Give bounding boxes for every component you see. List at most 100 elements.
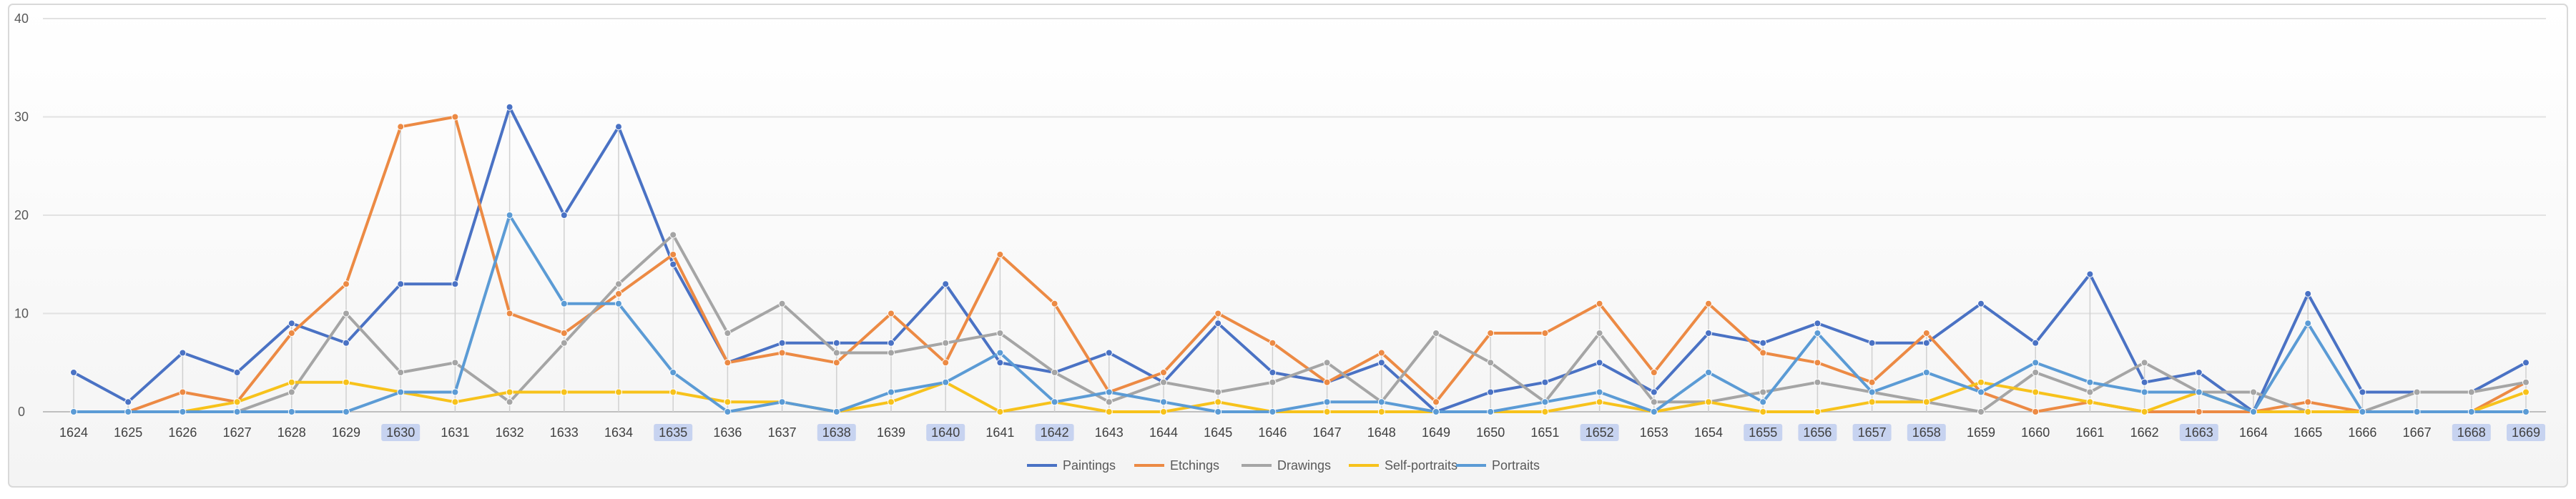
data-point [1814, 408, 1822, 415]
series-lines [70, 103, 2530, 415]
data-point [1487, 388, 1495, 396]
data-point [1705, 398, 1712, 406]
data-point [1377, 408, 1385, 415]
data-point [1650, 388, 1658, 396]
data-point [506, 388, 513, 396]
data-point [451, 388, 459, 396]
data-point [1596, 300, 1603, 307]
data-point [397, 369, 405, 376]
legend: Paintings Etchings Drawings Self-portraits P… [1027, 458, 1540, 473]
data-point [888, 349, 895, 357]
x-tick-label: 1637 [768, 425, 797, 440]
data-point [1922, 339, 1930, 347]
data-point [1759, 388, 1767, 396]
data-point [2304, 408, 2312, 415]
data-point [1160, 408, 1167, 415]
x-tick-label: 1642 [1041, 425, 1069, 440]
data-point [669, 388, 677, 396]
data-point [942, 359, 950, 367]
legend-label: Paintings [1063, 458, 1116, 473]
data-point [1432, 408, 1440, 415]
data-point [2140, 408, 2148, 415]
x-tick-label: 1641 [985, 425, 1014, 440]
y-axis-ticks: 0 10 20 30 40 [14, 11, 29, 419]
data-point [1269, 378, 1277, 386]
data-point [233, 398, 241, 406]
data-point [343, 339, 350, 347]
data-point [669, 231, 677, 239]
data-point [179, 408, 187, 415]
x-tick-label: 1656 [1803, 425, 1832, 440]
data-point [669, 251, 677, 258]
x-tick-label: 1651 [1530, 425, 1559, 440]
data-point [451, 359, 459, 367]
data-point [2467, 408, 2475, 415]
data-point [560, 212, 568, 219]
data-point [832, 408, 840, 415]
legend-item: Self-portraits [1349, 458, 1457, 473]
data-point [343, 408, 350, 415]
data-point [1323, 408, 1331, 415]
data-point [2195, 388, 2203, 396]
x-tick-label: 1667 [2403, 425, 2432, 440]
data-point [1214, 310, 1222, 317]
plot-background [8, 4, 2568, 488]
data-point [1814, 359, 1822, 367]
data-point [506, 398, 513, 406]
data-point [888, 388, 895, 396]
x-tick-label: 1632 [496, 425, 524, 440]
data-point [778, 339, 786, 347]
x-tick-label: 1624 [59, 425, 88, 440]
data-point [1105, 388, 1113, 396]
data-point [287, 408, 295, 415]
data-point [2304, 320, 2312, 327]
data-point [233, 369, 241, 376]
data-point [1705, 369, 1712, 376]
data-point [1051, 398, 1058, 406]
data-point [888, 398, 895, 406]
data-point [124, 408, 132, 415]
x-tick-label: 1636 [713, 425, 742, 440]
legend-item: Etchings [1134, 458, 1219, 473]
data-point [1759, 349, 1767, 357]
data-point [832, 349, 840, 357]
data-point [2522, 359, 2530, 367]
data-point [179, 349, 187, 357]
data-point [1377, 349, 1385, 357]
data-point [506, 310, 513, 317]
series-line-portraits [72, 214, 2527, 413]
data-point [2413, 408, 2421, 415]
data-point [2032, 388, 2040, 396]
data-point [1160, 369, 1167, 376]
x-tick-label: 1649 [1422, 425, 1450, 440]
data-point [451, 398, 459, 406]
x-tick-label: 1644 [1149, 425, 1178, 440]
data-point [1105, 408, 1113, 415]
data-point [669, 260, 677, 268]
data-point [2032, 408, 2040, 415]
x-tick-label: 1640 [931, 425, 960, 440]
data-point [1541, 408, 1549, 415]
data-point [1596, 359, 1603, 367]
data-point [615, 300, 622, 307]
data-point [832, 359, 840, 367]
data-point [1596, 330, 1603, 337]
data-point [1705, 300, 1712, 307]
data-point [343, 280, 350, 288]
data-point [778, 398, 786, 406]
data-point [1759, 339, 1767, 347]
data-point [615, 388, 622, 396]
y-tick-label: 20 [14, 208, 29, 222]
data-point [287, 378, 295, 386]
data-point [397, 123, 405, 131]
data-point [1814, 320, 1822, 327]
data-point [1868, 388, 1876, 396]
x-tick-label: 1663 [2185, 425, 2213, 440]
legend-label: Portraits [1492, 458, 1540, 473]
data-point [1922, 398, 1930, 406]
x-tick-highlight [1907, 424, 1946, 441]
x-axis-ticks: 1624 1625 1626 1627 1628 1629 1630 1631 1632 1633… [59, 424, 2545, 441]
data-point [2195, 408, 2203, 415]
